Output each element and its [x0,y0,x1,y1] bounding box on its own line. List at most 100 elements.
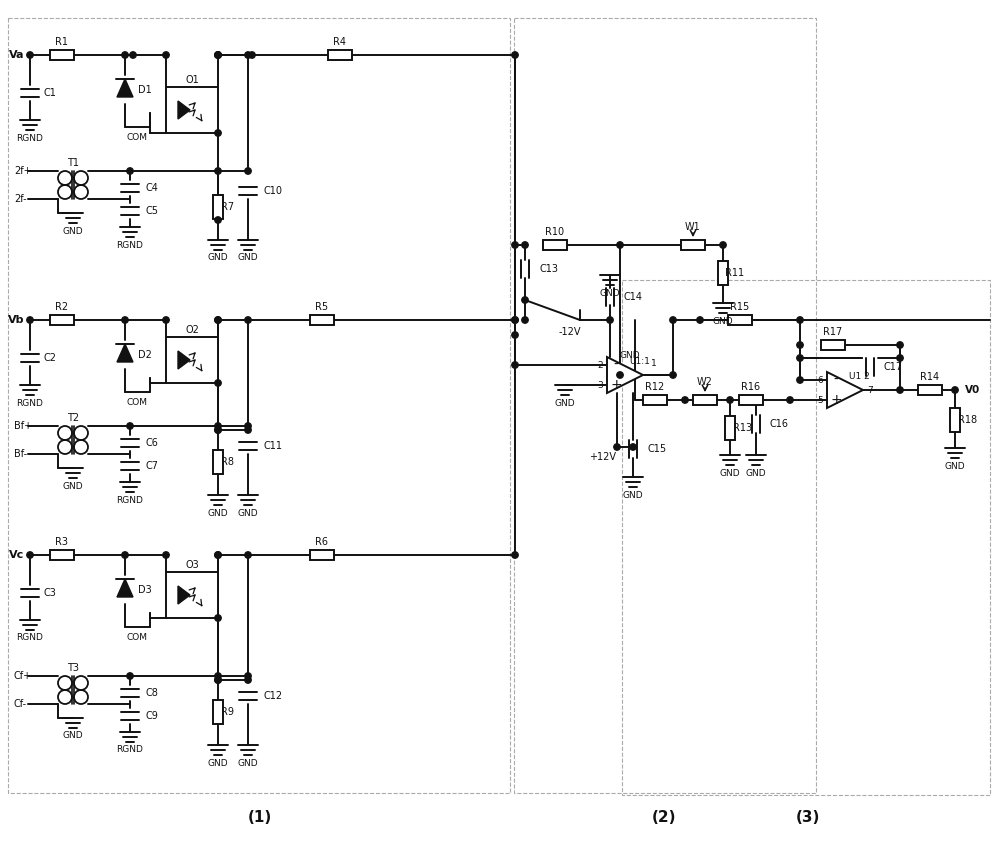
Circle shape [215,426,221,433]
Text: C15: C15 [647,444,666,454]
Text: T3: T3 [67,663,79,673]
Polygon shape [178,351,190,369]
Text: U1 2: U1 2 [849,372,870,380]
Text: -: - [834,373,838,387]
Circle shape [215,317,221,323]
Bar [50,50,74,60]
Bar [166,572,218,618]
Text: GND: GND [720,468,740,478]
Text: C9: C9 [145,711,158,721]
Bar [622,280,990,795]
Circle shape [512,317,518,323]
Text: 7: 7 [867,385,873,394]
Text: 5: 5 [817,395,823,405]
Circle shape [512,332,518,338]
Text: C3: C3 [44,588,57,598]
Text: R16: R16 [741,382,761,392]
Circle shape [215,552,221,558]
Bar [918,385,942,395]
Circle shape [163,52,169,58]
Text: D2: D2 [138,350,152,360]
Bar [728,315,752,325]
Circle shape [522,297,528,304]
Text: Bf-: Bf- [14,449,27,459]
Circle shape [670,372,676,378]
Text: RGND: RGND [117,241,143,250]
Polygon shape [827,372,863,408]
Text: R15: R15 [730,302,750,312]
Circle shape [617,372,623,378]
Circle shape [245,52,251,58]
Bar [643,395,667,405]
Text: C6: C6 [145,438,158,448]
Text: COM: COM [126,632,148,642]
Text: R7: R7 [221,202,235,212]
Text: Cf-: Cf- [14,699,27,709]
Text: +12V: +12V [590,452,616,462]
Text: R4: R4 [334,37,347,47]
Text: C11: C11 [263,441,282,451]
Text: Va: Va [8,50,24,60]
Circle shape [614,444,620,450]
Circle shape [512,242,518,248]
Text: R18: R18 [958,415,978,425]
Circle shape [215,426,221,433]
Circle shape [249,52,255,58]
Text: R1: R1 [56,37,68,47]
Circle shape [127,673,133,680]
Text: (1): (1) [248,811,272,826]
Text: GND: GND [238,253,258,262]
Text: (3): (3) [796,811,820,826]
Text: RGND: RGND [17,134,43,142]
Text: D1: D1 [138,85,152,95]
Circle shape [245,426,251,433]
Text: GND: GND [238,759,258,768]
Text: GND: GND [746,468,766,478]
Circle shape [127,423,133,429]
Bar [821,340,845,350]
Circle shape [245,317,251,323]
Text: GND: GND [208,509,228,517]
Text: T2: T2 [67,413,79,423]
Circle shape [797,377,803,383]
Text: (2): (2) [652,811,676,826]
Text: T1: T1 [67,158,79,168]
Circle shape [215,130,221,136]
Circle shape [215,423,221,429]
Bar [693,395,717,405]
Text: 1: 1 [651,358,657,368]
Text: R2: R2 [55,302,69,312]
Circle shape [215,552,221,558]
Text: GND: GND [208,759,228,768]
Circle shape [215,217,221,223]
Circle shape [897,341,903,348]
Text: R3: R3 [56,537,68,547]
Circle shape [512,317,518,323]
Text: Vb: Vb [8,315,24,325]
Text: COM: COM [126,398,148,406]
Circle shape [215,52,221,58]
Circle shape [245,673,251,680]
Circle shape [697,317,703,323]
Bar [739,395,763,405]
Bar [166,87,218,133]
Circle shape [215,615,221,621]
Text: C7: C7 [145,461,158,471]
Text: RGND: RGND [17,633,43,643]
Text: V0: V0 [965,385,980,395]
Text: GND: GND [623,490,643,500]
Circle shape [122,552,128,558]
Polygon shape [117,344,133,362]
Circle shape [797,341,803,348]
Circle shape [522,317,528,323]
Circle shape [245,677,251,683]
Text: GND: GND [208,253,228,262]
Text: C8: C8 [145,688,158,698]
Circle shape [163,317,169,323]
Text: GND: GND [713,316,733,325]
Circle shape [607,317,613,323]
Circle shape [522,242,528,248]
Text: Bf+: Bf+ [14,421,32,431]
Text: COM: COM [126,133,148,141]
Text: GND: GND [63,482,83,490]
